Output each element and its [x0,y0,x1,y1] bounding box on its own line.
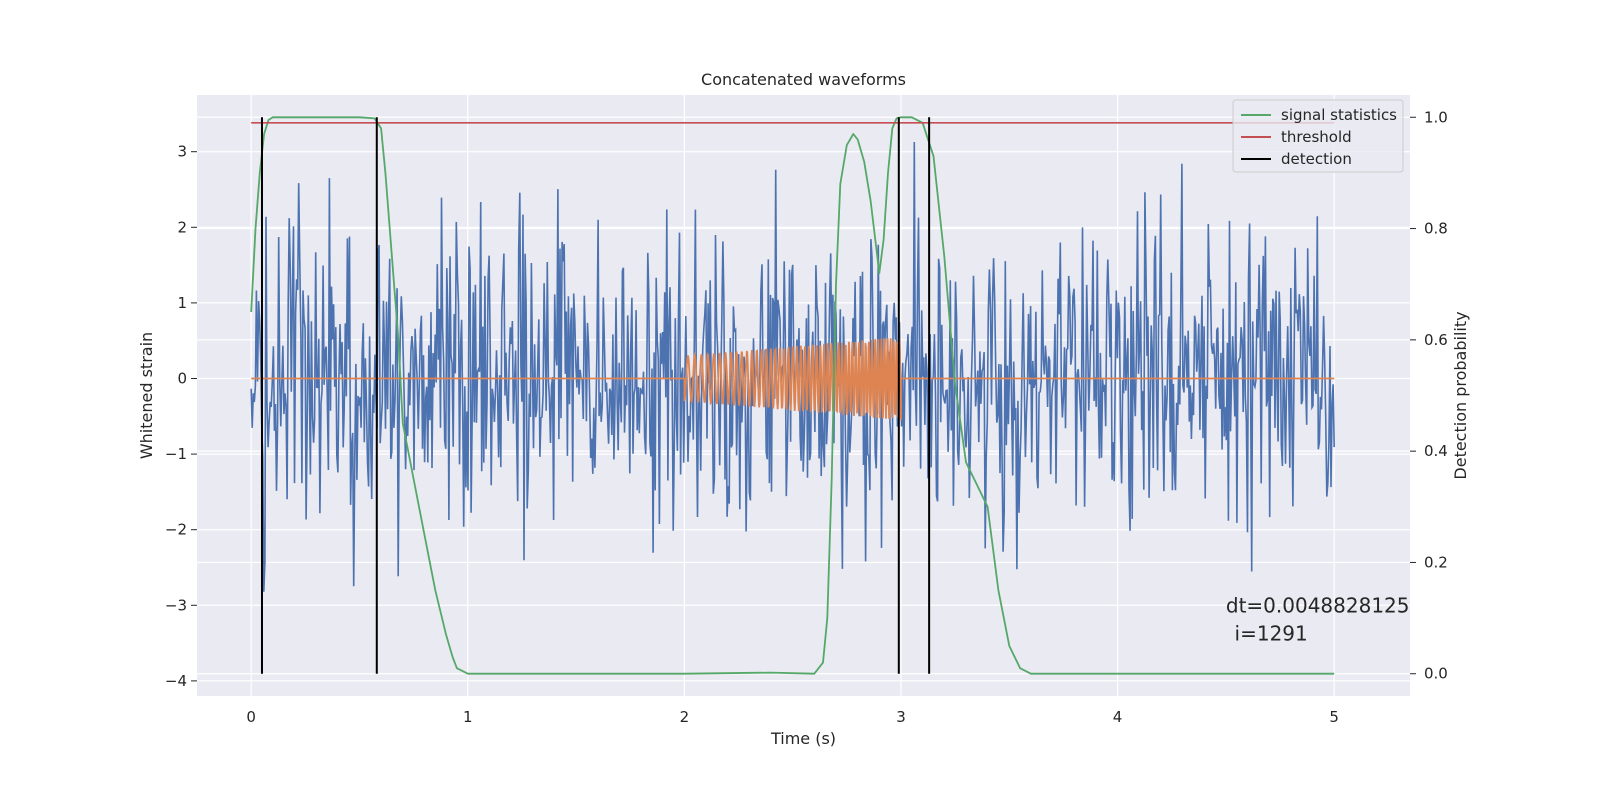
y-axis-label-right: Detection probability [1451,311,1470,479]
y-right-tick-label: 0.0 [1424,665,1448,683]
x-tick-label: 4 [1113,708,1123,726]
x-tick-label: 2 [680,708,690,726]
y-right-tick-label: 1.0 [1424,108,1448,126]
y-left-tick-label: 2 [177,218,187,236]
y-left-tick-label: −3 [165,596,187,614]
ticks-layer: 0 1 2 3 4 5 −4 −3 −2 −1 0 1 2 3 0.0 0.2 0.4 0.6 0.8 1.0 [165,108,1448,726]
x-axis-label: Time (s) [770,729,836,748]
injection-series-line [251,337,1335,421]
y-right-tick-label: 0.2 [1424,553,1448,571]
legend-label: signal statistics [1281,106,1397,124]
y-left-tick-label: 1 [177,294,187,312]
y-left-tick-label: −4 [165,672,187,690]
x-tick-label: 5 [1329,708,1339,726]
noise-series-line [250,141,1335,592]
legend-label: detection [1281,150,1352,168]
x-tick-label: 3 [896,708,906,726]
y-left-tick-label: −1 [165,445,187,463]
y-left-tick-label: 3 [177,143,187,161]
annotation-i: i=1291 [1235,621,1308,645]
legend-label: threshold [1281,128,1352,146]
series-layer [250,116,1335,675]
annotation-dt: dt=0.0048828125 [1226,594,1410,618]
chart-title: Concatenated waveforms [701,70,906,89]
y-axis-label-left: Whitened strain [137,332,156,459]
legend-box [1232,99,1404,173]
y-right-tick-label: 0.4 [1424,442,1448,460]
y-left-tick-label: 0 [177,369,187,387]
y-right-tick-label: 0.6 [1424,331,1448,349]
x-tick-label: 0 [246,708,256,726]
x-tick-label: 1 [463,708,473,726]
legend: signal statistics threshold detection [1232,99,1404,173]
y-left-tick-label: −2 [165,521,187,539]
y-right-tick-label: 0.8 [1424,220,1448,238]
